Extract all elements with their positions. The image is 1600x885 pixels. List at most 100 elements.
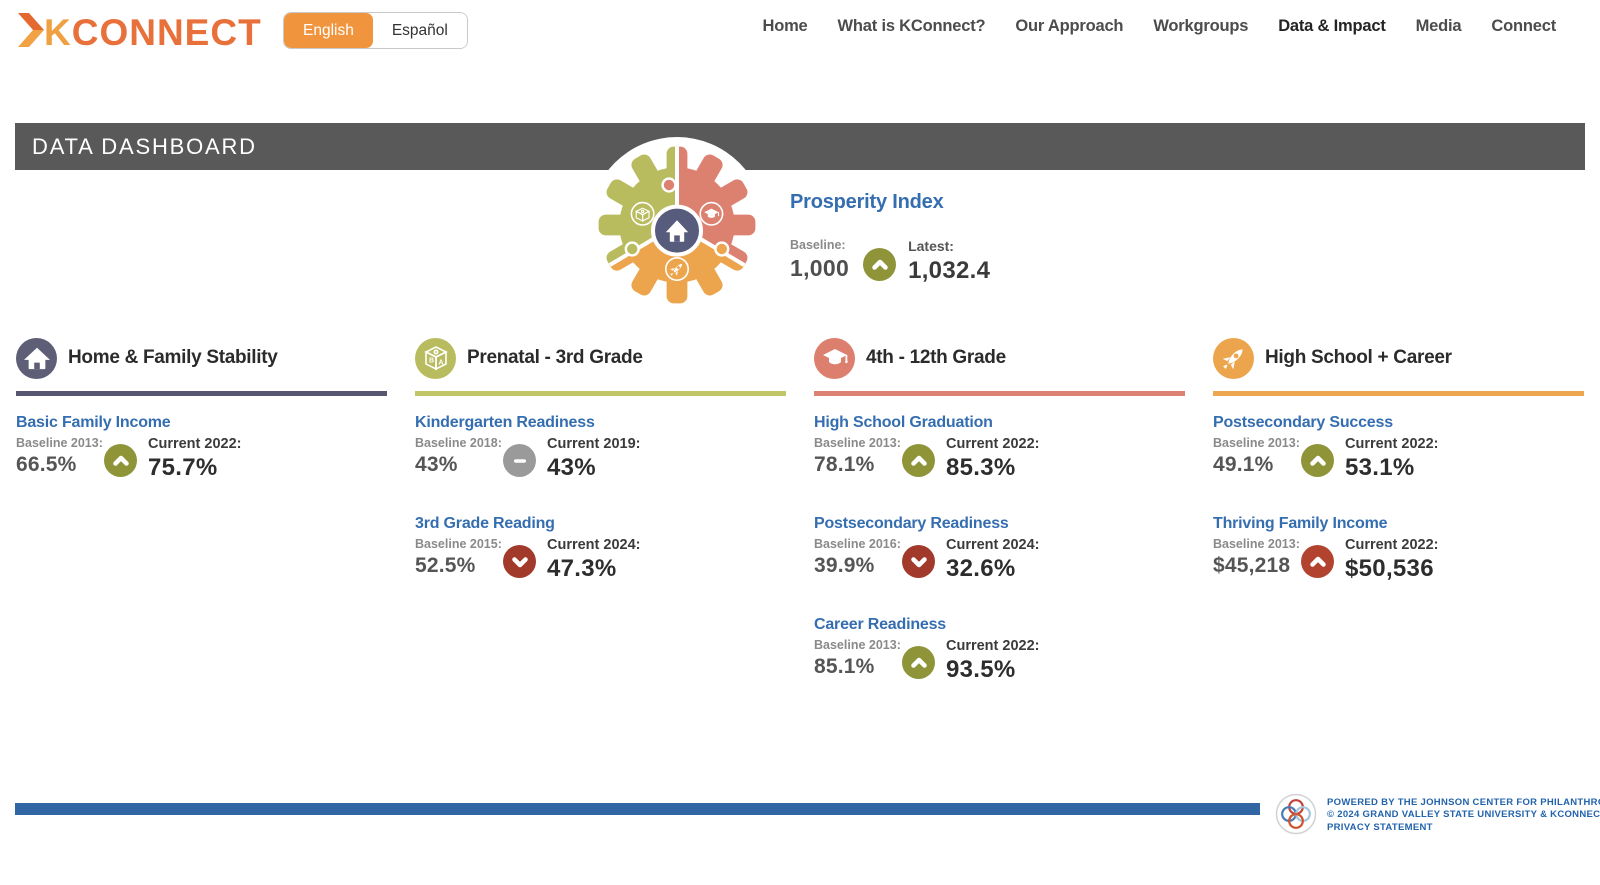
metric-3rd-grade-reading: 3rd Grade Reading Baseline 2015: 52.5% C… [415,515,786,616]
svg-text:A: A [438,360,443,367]
trend-up-icon [1301,444,1334,477]
trend-down-icon [503,545,536,578]
prosperity-gears-graphic [598,146,756,304]
nav-workgroups[interactable]: Workgroups [1153,17,1249,35]
baseline-label: Baseline 2013: [814,436,901,450]
trend-up-icon [902,646,935,679]
espanol-button[interactable]: Español [372,13,467,48]
current-value: 75.7% [148,454,218,481]
latest-value: 1,032.4 [908,257,991,284]
current-label: Current 2022: [1345,436,1439,452]
baseline-value: 78.1% [814,453,875,476]
current-value: 85.3% [946,454,1016,481]
house-icon [16,337,57,379]
nav-data-and-impact[interactable]: Data & Impact [1278,17,1386,35]
metric-postsecondary-readiness: Postsecondary Readiness Baseline 2016: 3… [814,515,1185,616]
puzzle-knob [661,177,677,193]
english-button[interactable]: English [284,13,373,48]
footer-divider-bar [15,803,1260,815]
baseline-label: Baseline 2018: [415,436,502,450]
metric-title[interactable]: Career Readiness [814,616,946,633]
current-label: Current 2022: [946,436,1040,452]
column-4th-12th-grade: 4th - 12th Grade High School Graduation … [814,336,1185,717]
baseline-value: 39.9% [814,554,875,577]
metric-title[interactable]: Postsecondary Readiness [814,515,1009,532]
current-value: 93.5% [946,656,1016,683]
current-value: 53.1% [1345,454,1415,481]
current-label: Current 2022: [946,638,1040,654]
baseline-value: 49.1% [1213,453,1274,476]
baseline-label: Baseline: [790,238,846,252]
latest-label: Latest: [908,238,954,254]
column-prenatal-3rd-grade: B A Prenatal - 3rd Grade Kindergarten Re… [415,336,786,717]
current-label: Current 2024: [547,537,641,553]
nav-connect[interactable]: Connect [1491,17,1556,35]
column-title: Home & Family Stability [68,347,278,368]
metric-title[interactable]: Basic Family Income [16,414,171,431]
metric-title[interactable]: Kindergarten Readiness [415,414,595,431]
privacy-statement-link[interactable]: PRIVACY STATEMENT [1327,821,1433,833]
baseline-value: 66.5% [16,453,77,476]
prosperity-latest: Latest: 1,032.4 [908,238,990,285]
data-dashboard-banner: DATA DASHBOARD [15,123,1585,170]
column-title: Prenatal - 3rd Grade [467,347,643,368]
johnson-center-logo[interactable] [1275,793,1317,840]
column-rule [16,391,387,396]
baseline-label: Baseline 2013: [16,436,103,450]
column-rule [814,391,1185,396]
prosperity-index-panel: Prosperity Index Baseline: 1,000 Latest:… [790,191,990,285]
prosperity-baseline: Baseline: 1,000 [790,238,849,285]
metric-title[interactable]: Postsecondary Success [1213,414,1393,431]
baseline-value: $45,218 [1213,554,1291,577]
metric-kindergarten-readiness: Kindergarten Readiness Baseline 2018: 43… [415,414,786,515]
column-title: High School + Career [1265,347,1452,368]
nav-media[interactable]: Media [1415,17,1462,35]
metric-high-school-graduation: High School Graduation Baseline 2013: 78… [814,414,1185,515]
svg-text:B: B [429,358,434,365]
metric-career-readiness: Career Readiness Baseline 2013: 85.1% Cu… [814,616,1185,717]
dashboard-columns: Home & Family Stability Basic Family Inc… [16,336,1584,717]
metric-title[interactable]: Thriving Family Income [1213,515,1388,532]
baseline-value: 43% [415,453,458,476]
language-toggle: English Español [283,12,468,49]
current-label: Current 2024: [946,537,1040,553]
baseline-label: Baseline 2013: [1213,436,1300,450]
footer-powered-by: POWERED BY THE JOHNSON CENTER FOR PHILAN… [1327,797,1600,808]
trend-up-icon [104,444,137,477]
nav-our-approach[interactable]: Our Approach [1015,17,1124,35]
baseline-value: 1,000 [790,255,850,281]
metric-title[interactable]: 3rd Grade Reading [415,515,555,532]
graduation-cap-icon [699,201,724,226]
baseline-label: Baseline 2013: [814,638,901,652]
current-label: Current 2022: [1345,537,1439,553]
baseline-value: 85.1% [814,655,875,678]
metric-postsecondary-success: Postsecondary Success Baseline 2013: 49.… [1213,414,1584,515]
baseline-label: Baseline 2016: [814,537,901,551]
prosperity-index-title[interactable]: Prosperity Index [790,191,944,213]
metric-title[interactable]: High School Graduation [814,414,993,431]
kconnect-logo-mark: KCONNECT [18,12,262,53]
blocks-icon: B A [415,337,456,379]
current-value: 43% [547,454,596,481]
puzzle-knob [714,241,730,257]
current-label: Current 2019: [547,436,641,452]
nav-what-is-kconnect[interactable]: What is KConnect? [837,17,986,35]
current-value: $50,536 [1345,555,1434,582]
svg-text:KCONNECT: KCONNECT [44,12,262,50]
baseline-label: Baseline 2015: [415,537,502,551]
main-nav: Home What is KConnect? Our Approach Work… [762,17,1556,36]
trend-up-icon [863,248,897,281]
metric-basic-family-income: Basic Family Income Baseline 2013: 66.5%… [16,414,387,515]
rocket-icon [1213,337,1254,379]
baseline-value: 52.5% [415,554,476,577]
column-title: 4th - 12th Grade [866,347,1006,368]
blocks-icon [630,201,655,226]
kconnect-logo[interactable]: KCONNECT [14,10,266,55]
nav-home[interactable]: Home [762,17,808,35]
footer-text: POWERED BY THE JOHNSON CENTER FOR PHILAN… [1327,797,1600,834]
column-home-family-stability: Home & Family Stability Basic Family Inc… [16,336,387,717]
baseline-label: Baseline 2013: [1213,537,1300,551]
current-value: 47.3% [547,555,617,582]
trend-neutral-icon [503,444,536,477]
page-title: DATA DASHBOARD [32,133,257,159]
